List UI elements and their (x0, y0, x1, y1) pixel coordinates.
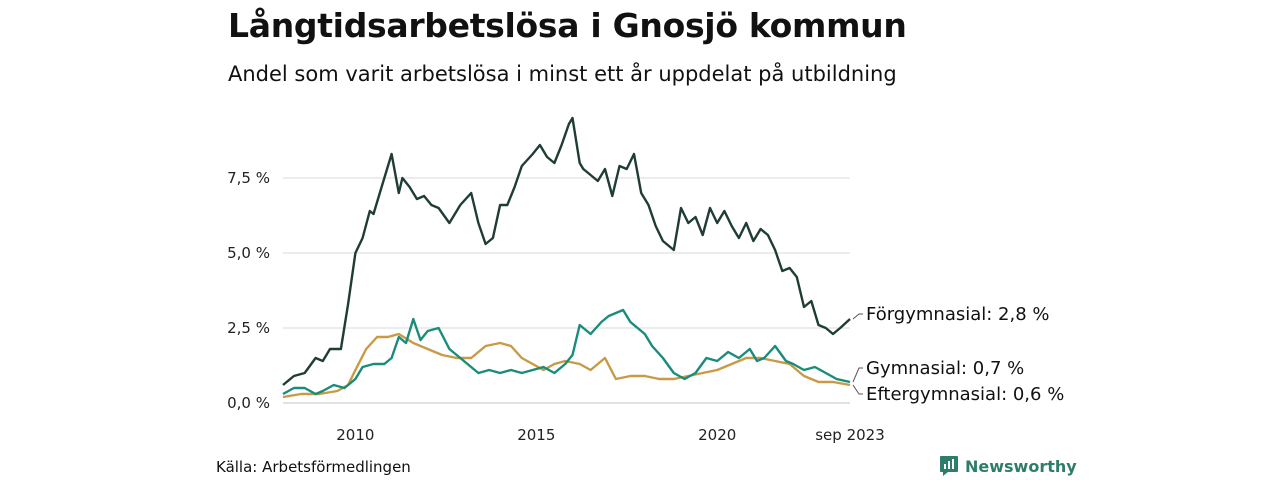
series-lines (282, 116, 851, 399)
label-connector (852, 384, 863, 395)
y-tick-label: 5,0 % (227, 244, 270, 262)
newsworthy-logo-icon (940, 456, 958, 476)
series-label-eftergymnasial: Eftergymnasial: 0,6 % (866, 384, 1064, 405)
series-line-gymnasial (282, 308, 851, 396)
brand-logo: Newsworthy (939, 455, 1077, 477)
source-note: Källa: Arbetsförmedlingen (216, 458, 411, 476)
chart-subtitle: Andel som varit arbetslösa i minst ett å… (228, 62, 897, 86)
series-line-forgymnasial (282, 116, 851, 386)
series-label-forgymnasial: Förgymnasial: 2,8 % (866, 304, 1050, 325)
x-tick-label: sep 2023 (815, 426, 885, 444)
y-tick-label: 7,5 % (227, 169, 270, 187)
y-tick-label: 0,0 % (227, 394, 270, 412)
y-axis-tick-labels: 0,0 % 2,5 % 5,0 % 7,5 % (227, 169, 270, 412)
x-tick-label: 2015 (517, 426, 555, 444)
series-label-gymnasial: Gymnasial: 0,7 % (866, 358, 1024, 379)
grid-lines (283, 177, 850, 404)
x-axis-tick-labels: 2010 2015 2020 sep 2023 (336, 426, 884, 444)
x-tick-label: 2010 (336, 426, 374, 444)
series-end-labels: Förgymnasial: 2,8 % Gymnasial: 0,7 % Efter… (852, 304, 1064, 405)
y-tick-label: 2,5 % (227, 319, 270, 337)
series-line-eftergymnasial (282, 332, 851, 399)
label-connector (852, 313, 863, 320)
brand-name: Newsworthy (965, 456, 1077, 476)
label-connector (852, 367, 863, 383)
x-tick-label: 2020 (698, 426, 736, 444)
chart-title: Långtidsarbetslösa i Gnosjö kommun (228, 6, 907, 45)
